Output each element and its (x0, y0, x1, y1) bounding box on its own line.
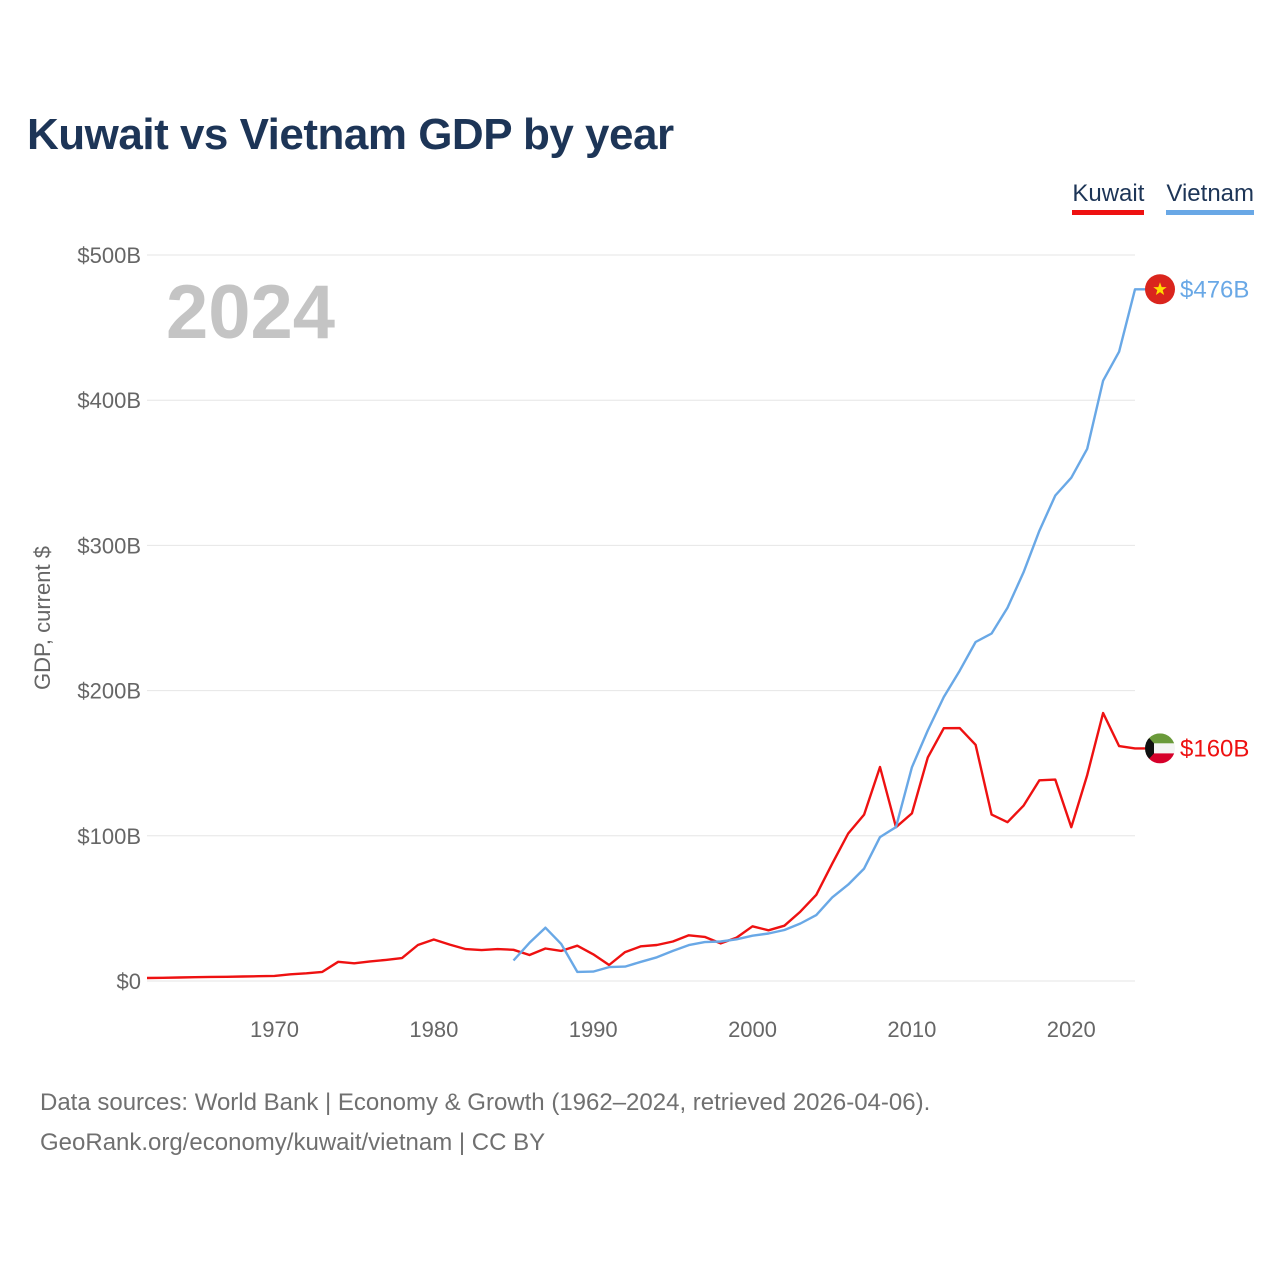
source-line-1: Data sources: World Bank | Economy & Gro… (40, 1089, 931, 1116)
source-line-2[interactable]: GeoRank.org/economy/kuwait/vietnam | CC … (40, 1129, 546, 1156)
y-tick-label: $100B (77, 824, 141, 849)
gdp-line-chart: $0 $100B $200B $300B $400B $500B 1970 1980 1990… (30, 243, 1249, 1042)
x-tick-label: 1990 (569, 1017, 618, 1042)
kuwait-end-value: $160B (1180, 735, 1249, 762)
chart-title: Kuwait vs Vietnam GDP by year (27, 110, 674, 159)
kuwait-flag-icon (1145, 733, 1175, 764)
series-line-kuwait[interactable] (146, 711, 1149, 980)
series-line-vietnam[interactable] (512, 288, 1150, 974)
legend: Kuwait Vietnam (1072, 180, 1254, 215)
legend-item-vietnam[interactable]: Vietnam (1166, 180, 1254, 215)
x-tick-label: 1970 (250, 1017, 299, 1042)
y-axis-ticks: $0 $100B $200B $300B $400B $500B (77, 243, 141, 994)
x-tick-label: 2000 (728, 1017, 777, 1042)
x-tick-label: 2020 (1047, 1017, 1096, 1042)
vietnam-end-value: $476B (1180, 276, 1249, 303)
source-note: Data sources: World Bank | Economy & Gro… (40, 1083, 930, 1163)
x-axis-ticks: 1970 1980 1990 2000 2010 2020 (250, 1017, 1096, 1042)
gridlines (147, 254, 1135, 982)
vietnam-flag-icon (1145, 274, 1175, 305)
y-tick-label: $500B (77, 243, 141, 268)
x-tick-label: 2010 (887, 1017, 936, 1042)
current-year-label: 2024 (166, 270, 335, 355)
legend-item-kuwait[interactable]: Kuwait (1072, 180, 1145, 215)
series-lines (146, 288, 1150, 980)
y-tick-label: $200B (77, 679, 141, 704)
y-tick-label: $400B (77, 388, 141, 413)
y-axis-label: GDP, current $ (30, 546, 55, 690)
x-tick-label: 1980 (409, 1017, 458, 1042)
y-tick-label: $0 (117, 969, 141, 994)
y-tick-label: $300B (77, 533, 141, 558)
